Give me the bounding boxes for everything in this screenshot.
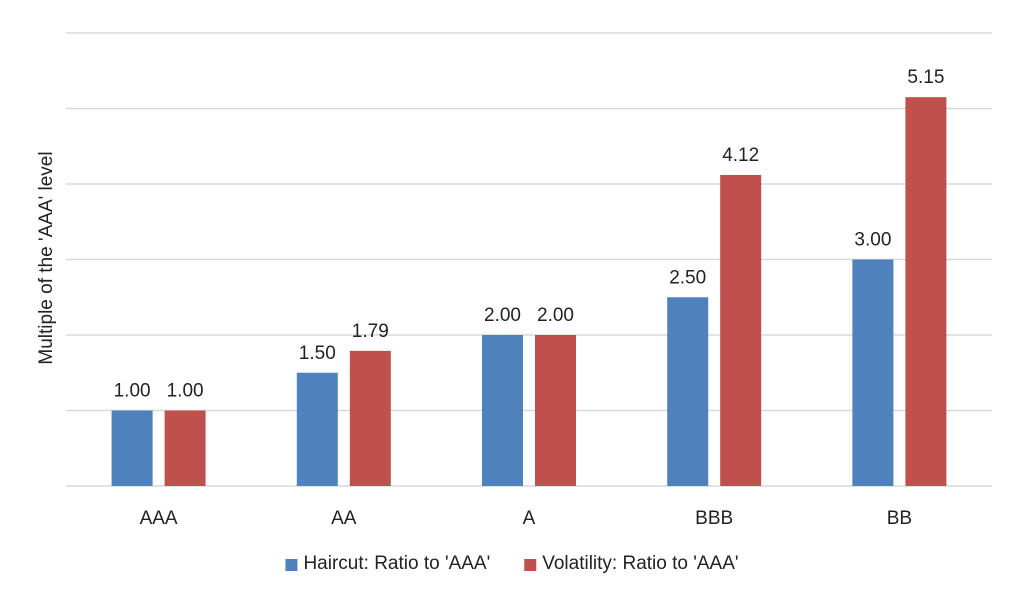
data-label: 2.50 [669, 267, 706, 288]
data-labels: 1.00 1.00 1.50 1.79 2.00 2.00 2.50 4.12 3.00 5.15 [114, 67, 945, 401]
data-label: 1.79 [352, 321, 389, 342]
bar [164, 410, 206, 486]
x-tick-label: BB [887, 508, 912, 529]
data-label: 2.00 [537, 305, 574, 326]
y-axis-label: Multiple of the 'AAA' level [36, 151, 57, 364]
legend-item: Volatility: Ratio to 'AAA' [524, 553, 739, 574]
legend: Haircut: Ratio to 'AAA' Volatility: Ratio… [285, 553, 739, 574]
gridlines [66, 32, 992, 487]
bar [905, 97, 947, 487]
x-tick-label: BBB [695, 508, 733, 529]
x-tick-label: AAA [140, 508, 178, 529]
data-label: 4.12 [722, 145, 759, 166]
bar [111, 410, 153, 486]
x-tick-label: AA [331, 508, 357, 529]
bar [482, 335, 523, 486]
legend-label: Haircut: Ratio to 'AAA' [303, 553, 490, 574]
data-label: 1.00 [114, 381, 151, 402]
legend-swatch [524, 559, 537, 571]
data-label: 1.50 [299, 343, 336, 364]
legend-label: Volatility: Ratio to 'AAA' [542, 553, 738, 574]
x-tick-label: A [523, 508, 536, 529]
bars [111, 97, 947, 487]
legend-swatch [285, 559, 298, 571]
bar [852, 259, 894, 486]
bar [349, 350, 391, 486]
x-axis-tick-labels: AAA AA A BBB BB [140, 508, 912, 529]
legend-item: Haircut: Ratio to 'AAA' [285, 553, 490, 574]
data-label: 1.00 [167, 381, 204, 402]
bar [720, 174, 762, 486]
data-label: 2.00 [484, 305, 521, 326]
bar [535, 335, 576, 486]
bar [667, 297, 709, 486]
bar [296, 372, 338, 486]
data-label: 3.00 [854, 230, 891, 251]
data-label: 5.15 [907, 67, 944, 88]
